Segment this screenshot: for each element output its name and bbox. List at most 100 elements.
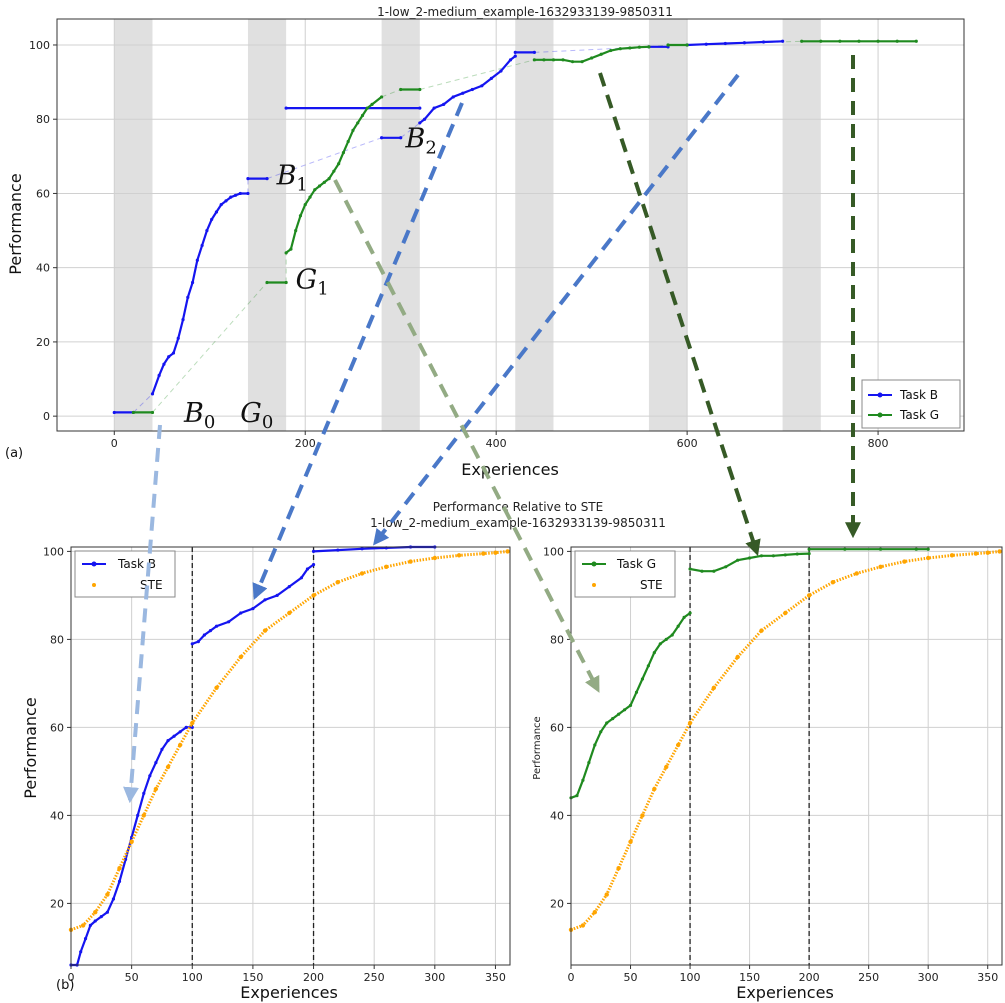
task-g-point <box>666 43 670 47</box>
br-y-axis-label: Performance <box>532 716 543 779</box>
series-group <box>568 547 1002 932</box>
task-b-point <box>214 210 219 214</box>
task-b-point <box>305 567 310 571</box>
task-b-point <box>513 50 517 55</box>
br-plot-frame <box>570 546 1003 966</box>
task-g-point <box>581 778 585 782</box>
task-b-line <box>687 40 783 47</box>
task-g-point <box>418 87 422 92</box>
bl-y-tick-label: 20 <box>50 897 64 910</box>
task-b-point <box>150 392 155 396</box>
task-g-faded-connector <box>419 59 535 91</box>
legend-marker-task-b <box>91 561 97 567</box>
task-b-point <box>83 937 88 941</box>
task-b-point <box>176 336 180 340</box>
task-g-point <box>926 547 930 551</box>
task-b-point <box>154 761 158 765</box>
task-b-faded-connector <box>400 122 421 139</box>
bl-x-axis-label: Experiences <box>240 983 338 1002</box>
task-g-point <box>682 615 686 620</box>
task-g-point <box>700 569 704 573</box>
task-b-point <box>360 547 364 551</box>
annotation-g1: G1 <box>296 265 329 300</box>
task-b-point <box>214 624 219 628</box>
task-b-point <box>489 76 494 80</box>
task-b-vs-ste-chart: 0 50 100 150 200 250 300 350 20 40 60 80 100 Experie… <box>21 545 511 1002</box>
task-g-point <box>843 547 847 551</box>
task-b-point <box>167 355 171 359</box>
task-g-point <box>914 547 918 551</box>
br-x-tick-label: 50 <box>624 971 638 984</box>
legend-label-task-b: Task B <box>899 388 938 402</box>
task-g-point <box>819 39 823 43</box>
top-x-tick-label: 200 <box>295 437 316 450</box>
task-b-point <box>287 585 291 589</box>
task-g-point <box>759 554 764 558</box>
task-b-point <box>181 318 185 322</box>
task-g-point <box>265 280 269 285</box>
task-g-point <box>150 410 155 415</box>
top-x-tick-label: 800 <box>868 437 889 450</box>
bl-x-tick-label: 200 <box>303 971 324 984</box>
task-g-point <box>365 106 369 110</box>
top-x-tick-label: 0 <box>111 437 118 450</box>
annotation-b2: B2 <box>404 123 436 158</box>
task-g-point <box>599 52 603 56</box>
legend-label-task-g: Task G <box>616 557 656 571</box>
legend-label-ste: STE <box>140 578 163 592</box>
task-b-point <box>508 58 513 62</box>
br-y-tick-label: 20 <box>550 897 564 910</box>
task-g-point <box>587 761 591 765</box>
task-b-point <box>432 106 436 110</box>
panel-label-a: (a) <box>5 446 23 461</box>
task-b-point <box>190 280 195 285</box>
task-b-faded-connector <box>534 46 649 53</box>
task-g-point <box>308 195 312 199</box>
task-g-point <box>370 102 374 106</box>
panel-label-b: (b) <box>56 978 74 993</box>
br-y-tick-label: 60 <box>550 721 564 734</box>
task-g-point <box>303 202 307 207</box>
task-b-point <box>210 217 214 222</box>
legend-marker-task-g <box>591 561 597 567</box>
br-y-tick-label: 80 <box>550 633 564 646</box>
task-g-point <box>294 228 298 233</box>
bl-y-axis-label: Performance <box>21 697 40 798</box>
gridlines <box>70 547 510 965</box>
task-g-point <box>313 188 317 192</box>
task-g-point <box>676 624 680 628</box>
annotation-subscript: 1 <box>317 279 328 300</box>
task-b-point <box>142 791 146 796</box>
task-g-point <box>561 58 565 62</box>
task-b-point <box>513 54 517 58</box>
task-g-point <box>876 39 880 43</box>
task-g-point <box>628 703 633 708</box>
task-g-point <box>131 410 135 415</box>
task-b-point <box>172 734 176 738</box>
task-b-point <box>442 102 446 106</box>
task-g-point <box>337 162 341 166</box>
task-b-point <box>205 228 209 233</box>
task-g-point <box>551 58 556 62</box>
legend-box <box>74 550 176 598</box>
task-b-point <box>112 410 116 415</box>
task-b-point <box>238 191 242 196</box>
annotation-b0: B0 <box>183 398 215 433</box>
task-g-point <box>542 58 546 62</box>
task-g-point <box>670 633 674 637</box>
task-g-point <box>647 45 651 49</box>
task-b-point <box>136 813 140 818</box>
task-g-point <box>332 169 336 173</box>
arrow-b0-to-task-b <box>123 424 162 804</box>
task-b-line <box>419 55 516 124</box>
task-g-point <box>356 121 360 125</box>
task-b-point <box>208 629 213 633</box>
series-group <box>112 39 918 415</box>
task-b-point <box>105 910 109 914</box>
task-b-point <box>162 362 166 366</box>
task-g-point <box>795 552 799 556</box>
legend-marker-task-g <box>877 412 883 418</box>
task-b-point <box>186 295 190 299</box>
task-b-point <box>418 106 422 110</box>
task-b-point <box>246 191 250 196</box>
